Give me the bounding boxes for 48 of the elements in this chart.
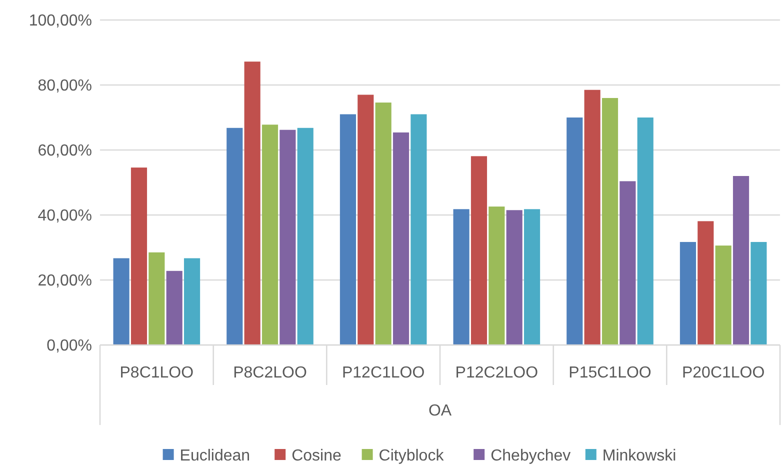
bar xyxy=(358,94,374,345)
bar xyxy=(113,258,130,345)
x-tick-label: P20C1LOO xyxy=(682,364,765,382)
legend-label: Chebychev xyxy=(490,448,571,465)
bar xyxy=(524,209,540,345)
bar xyxy=(566,118,583,345)
bar xyxy=(148,252,165,345)
x-axis-title: OA xyxy=(428,402,452,420)
bar xyxy=(488,206,505,345)
bar xyxy=(262,124,278,345)
bar xyxy=(584,90,600,345)
y-tick-label: 80,00% xyxy=(38,78,92,95)
bar xyxy=(680,242,696,345)
legend-label: Euclidean xyxy=(180,448,250,465)
bar xyxy=(453,209,470,345)
bar xyxy=(297,128,314,345)
legend-label: Minkowski xyxy=(602,448,676,465)
bar xyxy=(166,270,182,345)
legend-label: Cityblock xyxy=(378,448,445,465)
x-tick-label: P12C2LOO xyxy=(455,364,538,382)
bar xyxy=(470,156,488,345)
y-tick-label: 100,00% xyxy=(28,12,92,30)
bar xyxy=(392,132,410,345)
bar xyxy=(280,130,296,345)
bar xyxy=(620,181,636,345)
bar xyxy=(637,118,654,345)
bar xyxy=(244,62,260,345)
y-tick-label: 20,00% xyxy=(38,272,92,290)
bar xyxy=(602,98,618,345)
bar xyxy=(340,114,356,345)
bar xyxy=(750,242,767,345)
bar xyxy=(732,176,750,345)
x-tick-label: P8C2LOO xyxy=(233,364,307,382)
bar xyxy=(184,258,200,345)
x-tick-label: P15C1LOO xyxy=(568,364,652,382)
y-tick-label: 40,00% xyxy=(38,208,92,225)
x-tick-label: P12C1LOO xyxy=(342,364,425,382)
bar xyxy=(715,246,732,345)
bar xyxy=(130,168,148,345)
x-tick-label: P8C1LOO xyxy=(120,364,194,382)
y-tick-label: 0,00% xyxy=(46,338,92,355)
bar xyxy=(506,210,522,345)
bar xyxy=(375,102,392,345)
legend-label: Cosine xyxy=(292,448,342,465)
bar xyxy=(410,114,427,345)
bar xyxy=(698,221,714,345)
bar xyxy=(226,128,243,345)
y-tick-label: 60,00% xyxy=(38,142,92,160)
